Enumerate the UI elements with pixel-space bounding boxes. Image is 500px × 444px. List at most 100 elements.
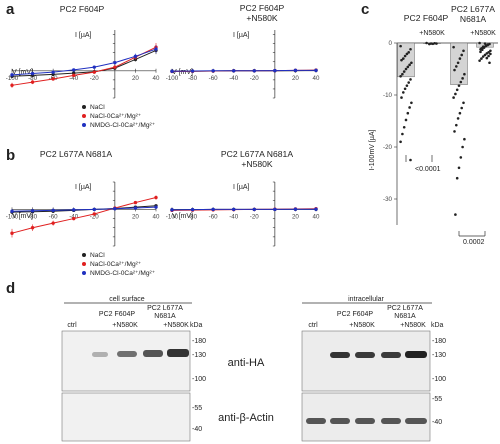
blot-band: [167, 349, 189, 357]
data-point: [113, 207, 117, 211]
data-point: [409, 47, 412, 51]
x-tick-label: -80: [28, 213, 38, 220]
ladder-right-180: -180: [432, 338, 446, 345]
x-tick-label: -20: [250, 213, 260, 220]
panel-a-title-left: PC2 F604P: [60, 4, 105, 14]
data-point: [92, 70, 96, 74]
legend-b-zero-ca: NaCl-0Ca²⁺/Mg²⁺: [90, 261, 142, 268]
panel-b-left-xlabel: V [mV]: [12, 213, 33, 220]
x-tick-label: -60: [49, 213, 59, 220]
series-line: [11, 46, 157, 86]
data-point: [483, 42, 487, 45]
x-tick-label: -80: [188, 75, 198, 82]
data-point: [30, 71, 35, 76]
data-point: [72, 208, 76, 212]
iv-plot-b-right: -100 -80 -60 -40 -20 20 40: [166, 181, 320, 247]
blot-band: [306, 418, 326, 424]
x-tick-label: -100: [166, 213, 179, 220]
data-point: [314, 207, 318, 211]
data-point: [409, 78, 412, 81]
blot-band: [381, 352, 401, 358]
legend-b-nmdg: NMDG-Cl-0Ca²⁺/Mg²⁺: [90, 270, 156, 277]
blot-band: [405, 351, 427, 358]
data-point: [10, 209, 14, 213]
panel-b-title-right-2: +N580K: [241, 159, 273, 169]
data-point: [405, 52, 409, 56]
panel-b-right-xlabel: V [mV]: [172, 213, 193, 220]
data-point: [401, 132, 404, 136]
data-point: [460, 106, 464, 110]
ladder-left-130: -130: [192, 352, 206, 359]
x-tick-label: 40: [153, 213, 160, 220]
x-tick-label: -60: [209, 213, 219, 220]
data-point: [481, 55, 485, 58]
panel-a-title-right-2: +N580K: [246, 13, 278, 23]
x-tick-label: -40: [229, 75, 239, 82]
blot-left-kda: kDa: [190, 322, 203, 329]
data-point: [463, 72, 466, 76]
data-point: [409, 158, 412, 162]
panel-c-p-right: 0.0002: [463, 239, 485, 246]
blot-left-f604p: PC2 F604P: [99, 311, 136, 318]
x-tick-label: -40: [229, 213, 239, 220]
legend-a-zero-ca: NaCl-0Ca²⁺/Mg²⁺: [90, 113, 142, 120]
data-point: [10, 83, 14, 88]
antibody-ha-label: anti-HA: [228, 357, 265, 369]
data-point: [170, 69, 174, 73]
legend-a-marker-zero-ca: [82, 114, 86, 118]
data-point: [478, 41, 481, 45]
data-point: [170, 208, 174, 212]
data-point: [51, 77, 55, 81]
blot-band: [330, 418, 350, 424]
blot-right-l677a-1: PC2 L677A: [387, 305, 423, 312]
iv-plot-a-right: -100 -80 -60 -40 -20 20 40: [166, 30, 320, 99]
x-tick-label: 40: [153, 75, 160, 82]
data-point: [10, 73, 14, 77]
x-tick-label: -100: [6, 75, 19, 82]
data-point: [154, 47, 158, 51]
blot-right-l677a-2: N681A: [394, 313, 416, 320]
blot-right-actin-membrane: [301, 392, 431, 442]
data-point: [154, 195, 158, 200]
data-point: [113, 60, 117, 65]
bar-plot-c: 0 -10 -20 -30: [383, 40, 498, 237]
data-point: [51, 70, 55, 74]
series-line: [11, 48, 157, 76]
series-line: [11, 197, 157, 234]
data-point: [190, 69, 195, 73]
data-point: [485, 56, 489, 60]
data-point: [410, 101, 413, 105]
ladder-left-100: -100: [192, 376, 206, 383]
data-point: [458, 57, 462, 60]
data-point: [407, 81, 411, 84]
data-point: [30, 226, 35, 230]
legend-a-marker-nacl: [82, 105, 86, 109]
data-point: [480, 47, 483, 51]
data-point: [273, 68, 277, 73]
series-line: [171, 69, 316, 72]
bar: [450, 42, 468, 85]
ladder-left-55: -55: [192, 405, 202, 412]
data-point: [232, 207, 236, 212]
ladder-left-40: -40: [192, 426, 202, 433]
panel-a-title-right-1: PC2 F604P: [240, 3, 285, 13]
data-point: [485, 52, 489, 55]
data-point: [408, 63, 411, 67]
data-point: [481, 45, 485, 48]
series-line: [11, 206, 157, 212]
data-point: [399, 44, 402, 48]
data-point: [113, 65, 117, 69]
data-point: [453, 68, 456, 72]
x-tick-label: 20: [132, 75, 139, 82]
data-point: [400, 58, 403, 62]
y-tick-label: 0: [389, 40, 393, 47]
data-point: [410, 61, 413, 65]
data-point: [190, 207, 195, 212]
panel-b-left-ylabel: I [µA]: [75, 184, 92, 191]
data-point: [462, 101, 465, 105]
x-tick-label: -100: [166, 75, 179, 82]
data-point: [463, 137, 466, 141]
data-point: [92, 207, 96, 212]
data-point: [487, 54, 490, 58]
